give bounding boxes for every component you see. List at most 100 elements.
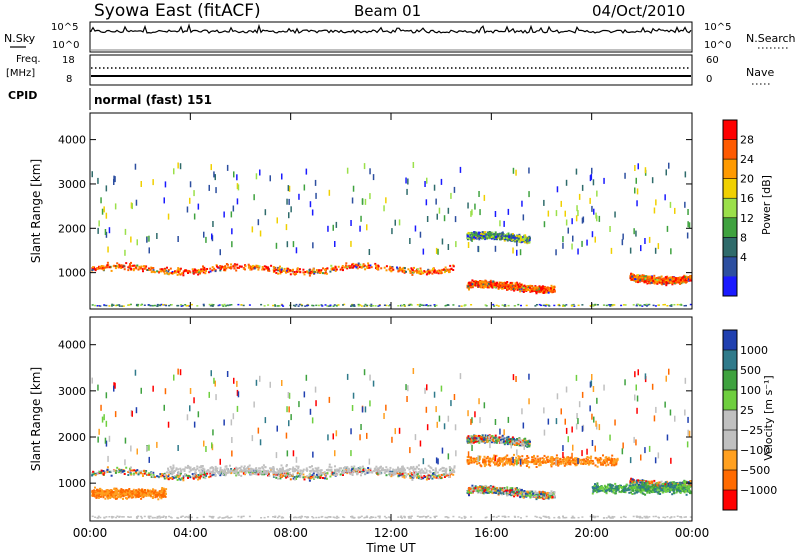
range-gate-cell (114, 471, 117, 474)
range-gate-cell (164, 181, 167, 188)
range-gate-cell (673, 280, 676, 283)
range-gate-cell (478, 487, 481, 490)
range-gate-cell (506, 235, 508, 238)
freq-tick-bottom: 8 (66, 74, 72, 85)
range-gate-cell (410, 472, 413, 475)
colorbar-tick-label: 4 (740, 251, 747, 264)
range-gate-cell (440, 272, 443, 275)
range-gate-cell (512, 238, 515, 241)
range-gate-cell (230, 304, 233, 306)
range-gate-cell (266, 267, 269, 270)
range-gate-cell (152, 474, 155, 476)
range-gate-cell (649, 275, 652, 278)
range-gate-cell (478, 285, 481, 288)
range-gate-cell (306, 270, 308, 273)
range-gate-cell (540, 289, 543, 292)
range-gate-cell (308, 473, 311, 476)
range-gate-cell (156, 233, 158, 239)
range-gate-cell (591, 231, 594, 238)
range-gate-cell (536, 286, 539, 289)
range-gate-cell (93, 267, 96, 270)
range-gate-cell (260, 303, 263, 306)
range-gate-cell (285, 476, 288, 479)
range-gate-cell (435, 304, 438, 307)
range-gate-cell (334, 267, 337, 270)
range-gate-cell (538, 286, 541, 289)
range-gate-cell (520, 304, 522, 307)
range-gate-cell (483, 434, 485, 437)
range-gate-cell (272, 473, 275, 476)
range-gate-cell (526, 285, 529, 288)
range-gate-cell (127, 266, 130, 269)
range-gate-cell (315, 473, 318, 476)
range-gate-cell (665, 169, 667, 176)
range-gate-cell (204, 477, 207, 480)
range-gate-cell (674, 279, 677, 281)
range-gate-cell (226, 263, 229, 266)
range-gate-cell (493, 489, 496, 492)
range-gate-cell (508, 285, 511, 288)
range-gate-cell (272, 268, 275, 271)
cpid-value: normal (fast) 151 (94, 93, 212, 107)
range-gate-cell (286, 267, 289, 270)
range-gate-cell (514, 305, 517, 307)
range-gate-cell (268, 474, 271, 477)
range-gate-cell (546, 286, 549, 289)
colorbar-tick-label: 28 (740, 134, 754, 147)
range-gate-cell (477, 440, 480, 443)
range-gate-cell (656, 279, 659, 281)
range-gate-cell (525, 304, 528, 307)
range-gate-cell (333, 268, 336, 271)
range-gate-cell (97, 177, 99, 184)
range-gate-cell (514, 282, 517, 285)
range-gate-cell (329, 304, 332, 306)
range-gate-cell (492, 303, 495, 306)
range-gate-cell (344, 264, 347, 267)
range-gate-cell (502, 233, 505, 236)
colorbar-tick-label: 8 (740, 231, 747, 244)
range-gate-cell (497, 492, 500, 495)
range-gate-cell (314, 179, 317, 186)
range-gate-cell (602, 304, 605, 306)
range-gate-cell (635, 276, 638, 279)
range-gate-cell (548, 495, 551, 497)
range-gate-cell (278, 305, 281, 307)
range-gate-cell (176, 478, 179, 481)
range-gate-cell (503, 281, 506, 284)
range-gate-cell (169, 267, 172, 270)
range-gate-cell (667, 280, 670, 283)
range-gate-cell (525, 236, 528, 239)
range-gate-cell (361, 198, 364, 205)
range-gate-cell (666, 225, 669, 232)
range-gate-cell (638, 278, 640, 281)
range-gate-cell (108, 266, 111, 269)
range-gate-cell (289, 273, 292, 276)
range-gate-cell (372, 174, 375, 181)
range-gate-cell (480, 236, 483, 239)
range-gate-cell (470, 489, 473, 492)
range-gate-cell (115, 469, 118, 472)
range-gate-cell (522, 214, 525, 221)
range-gate-cell (526, 493, 529, 496)
range-gate-cell (525, 494, 528, 497)
range-gate-cell (492, 281, 495, 284)
range-gate-cell (290, 206, 292, 213)
range-gate-cell (577, 248, 579, 255)
range-gate-cell (182, 477, 185, 480)
range-gate-cell (165, 304, 168, 307)
range-gate-cell (535, 493, 537, 496)
range-gate-cell (499, 488, 502, 490)
range-gate-cell (346, 167, 349, 174)
range-gate-cell (589, 305, 592, 307)
range-gate-cell (492, 487, 495, 490)
range-gate-cell (378, 304, 381, 307)
range-gate-cell (230, 263, 233, 266)
range-gate-cell (317, 270, 320, 273)
range-gate-cell (192, 270, 195, 273)
range-gate-cell (100, 470, 102, 473)
range-gate-cell (450, 192, 452, 199)
range-gate-cell (284, 475, 287, 478)
range-gate-cell (653, 207, 656, 214)
range-gate-cell (488, 285, 491, 288)
range-gate-cell (494, 491, 497, 494)
